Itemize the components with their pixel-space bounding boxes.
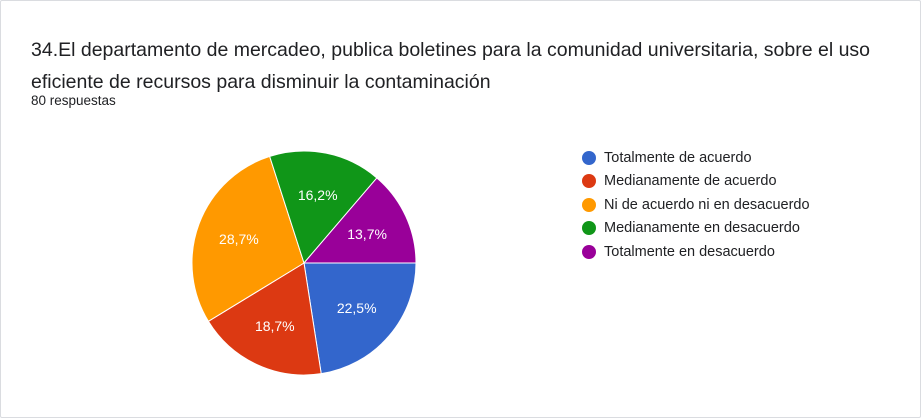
response-count: 80 respuestas <box>31 93 116 108</box>
legend-swatch <box>582 244 596 259</box>
pie-slice-medianamente-en-desacuerdo[interactable] <box>269 150 378 265</box>
legend-swatch <box>582 221 596 236</box>
slice-percent-label: 28,7% <box>219 231 259 247</box>
legend-swatch <box>582 197 596 212</box>
slice-percent-label: 18,7% <box>255 318 295 334</box>
pie-slice-totalmente-en-desacuerdo[interactable] <box>302 177 417 264</box>
slice-percent-label: 22,5% <box>337 300 377 316</box>
slice-percent-label: 13,7% <box>347 226 387 242</box>
slice-percent-label: 16,2% <box>298 187 338 203</box>
legend-item[interactable]: Totalmente en desacuerdo <box>582 240 810 264</box>
legend-label: Totalmente de acuerdo <box>604 149 752 166</box>
legend-label: Medianamente en desacuerdo <box>604 220 800 237</box>
chart-legend: Totalmente de acuerdo Medianamente de ac… <box>582 146 810 264</box>
pie-slice-medianamente-de-acuerdo[interactable] <box>207 262 322 376</box>
legend-label: Medianamente de acuerdo <box>604 173 777 190</box>
legend-swatch <box>582 174 596 189</box>
legend-item[interactable]: Ni de acuerdo ni en desacuerdo <box>582 193 810 217</box>
legend-swatch <box>582 150 596 165</box>
legend-item[interactable]: Medianamente en desacuerdo <box>582 217 810 241</box>
legend-label: Totalmente en desacuerdo <box>604 243 775 260</box>
pie-slice-ni-de-acuerdo[interactable] <box>191 155 305 323</box>
pie-slice-totalmente-de-acuerdo[interactable] <box>303 262 417 375</box>
legend-label: Ni de acuerdo ni en desacuerdo <box>604 196 810 213</box>
question-title: 34.El departamento de mercadeo, publica … <box>31 39 871 93</box>
legend-item[interactable]: Medianamente de acuerdo <box>582 170 810 194</box>
legend-item[interactable]: Totalmente de acuerdo <box>582 146 810 170</box>
